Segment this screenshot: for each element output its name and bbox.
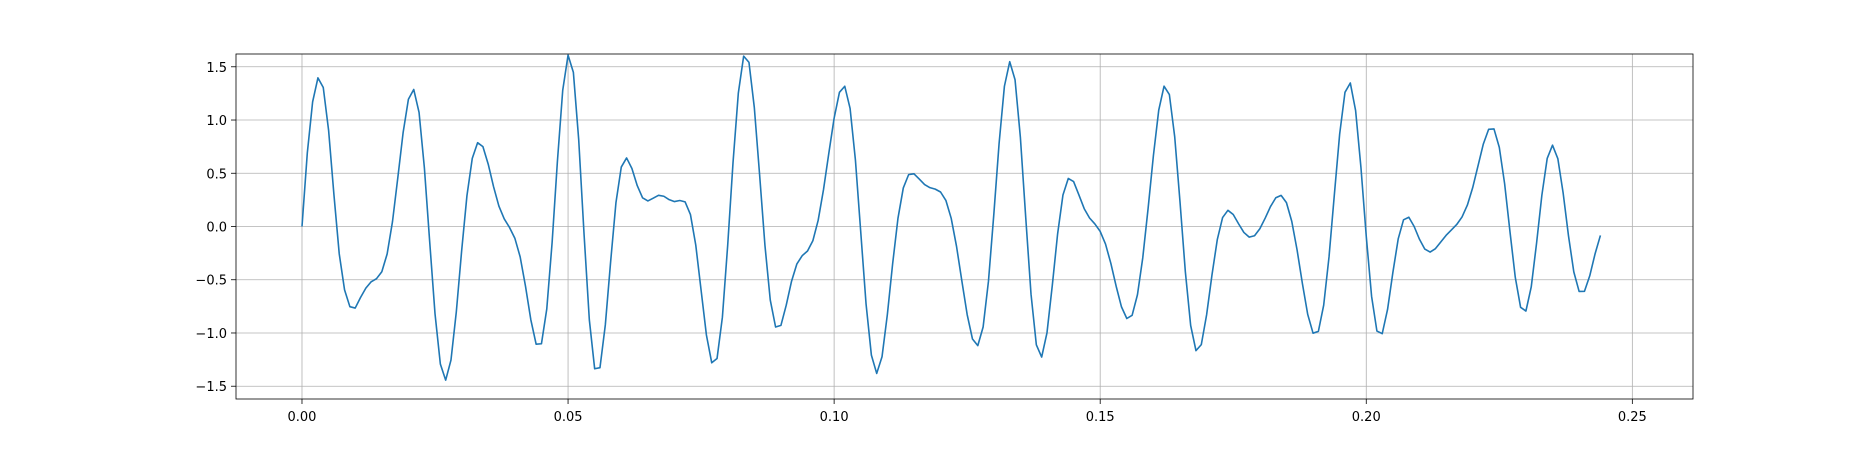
series-line-0 [301, 54, 1602, 381]
x-tick-label: 0.00 [288, 410, 317, 425]
x-tick-label: 0.10 [820, 410, 849, 425]
series-layer [301, 54, 1602, 381]
x-tick-label: 0.25 [1618, 410, 1647, 425]
grid-layer [236, 54, 1693, 399]
y-tick-label: −1.0 [195, 327, 227, 342]
y-tick-label: 1.0 [206, 114, 227, 129]
x-tick-label: 0.05 [554, 410, 583, 425]
y-tick-label: −0.5 [195, 274, 227, 289]
y-tick-label: 0.5 [206, 167, 227, 182]
y-tick-label: −1.5 [195, 380, 227, 395]
x-tick-label: 0.20 [1352, 410, 1381, 425]
x-tick-label: 0.15 [1086, 410, 1115, 425]
y-tick-label: 0.0 [206, 221, 227, 236]
y-tick-label: 1.5 [206, 61, 227, 76]
plot-frame [235, 53, 1694, 400]
axes-layer: 0.00 0.05 0.10 0.15 0.20 0.25 −1.5 −1.0 −0.5 0.0 0… [195, 53, 1694, 425]
